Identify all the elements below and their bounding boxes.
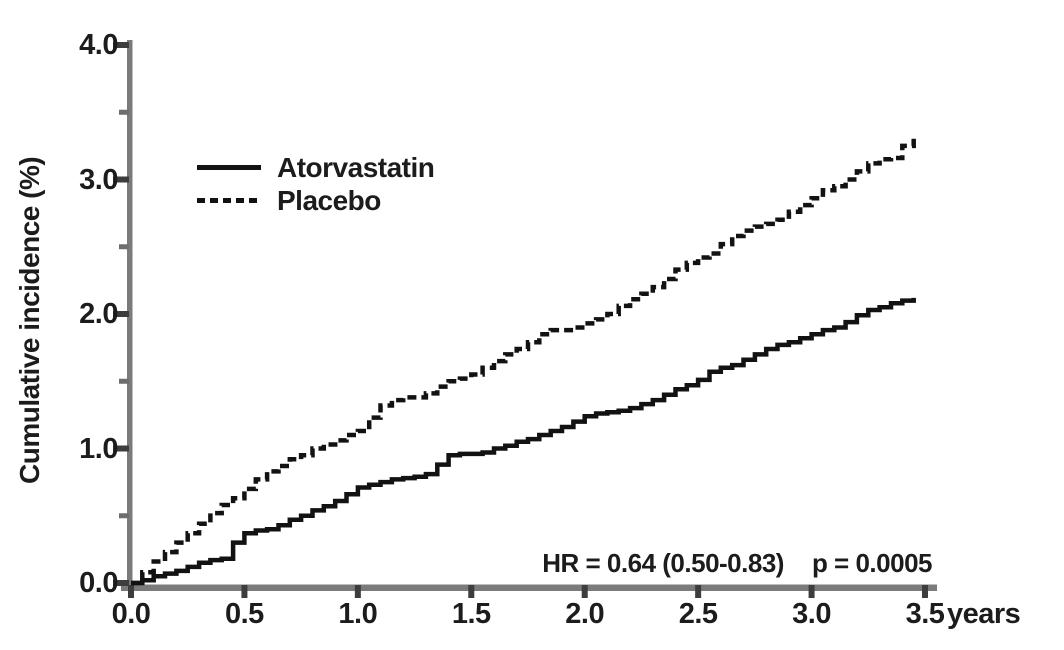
y-major-tick: [113, 42, 129, 48]
legend-item-placebo: Placebo: [197, 184, 434, 217]
p-value-text: p = 0.0005: [811, 548, 933, 578]
x-tick: [354, 585, 361, 598]
y-tick-label: 2.0: [79, 298, 118, 330]
x-tick: [808, 585, 815, 598]
x-tick-label: 2.0: [565, 598, 605, 630]
y-tick-label: 4.0: [79, 29, 118, 61]
y-minor-tick: [119, 244, 129, 250]
y-minor-tick: [119, 109, 129, 115]
y-axis-line: [127, 40, 133, 591]
y-tick-label: 1.0: [79, 432, 118, 465]
y-major-tick: [113, 580, 129, 586]
x-tick-label: 2.5: [678, 598, 718, 630]
x-axis-unit-label: years: [947, 598, 1021, 630]
x-tick: [128, 585, 134, 598]
y-tick-label: 3.0: [79, 163, 118, 196]
x-tick-label: 3.0: [792, 598, 831, 630]
x-tick: [695, 585, 702, 598]
y-minor-tick: [119, 513, 129, 519]
y-major-tick: [113, 176, 129, 183]
y-major-tick: [113, 445, 129, 452]
y-major-tick: [113, 311, 129, 317]
curve-placebo: [131, 135, 916, 586]
legend-label: Atorvastatin: [277, 151, 435, 183]
legend-item-atorvastatin: Atorvastatin: [197, 151, 435, 184]
x-tick-label: 1.5: [451, 598, 491, 630]
x-tick-label: 1.0: [338, 598, 378, 630]
legend-label: Placebo: [277, 184, 381, 216]
y-minor-tick: [119, 378, 129, 384]
x-tick: [581, 585, 588, 598]
legend: Atorvastatin Placebo: [197, 151, 435, 217]
statistics-annotation: HR = 0.64 (0.50-0.83) p = 0.0005: [542, 548, 932, 579]
dashed-line-sample-icon: [197, 198, 261, 203]
x-tick: [241, 585, 248, 598]
solid-line-sample-icon: [197, 165, 261, 170]
x-tick-label: 3.5: [905, 598, 945, 630]
x-tick-label: 0.5: [225, 598, 264, 630]
hazard-ratio-text: HR = 0.64 (0.50-0.83): [542, 548, 784, 578]
x-tick: [468, 585, 475, 598]
x-axis-line: [121, 584, 937, 591]
y-tick-label: 0.0: [79, 567, 118, 599]
curve-atorvastatin: [131, 297, 916, 586]
x-tick-label: 0.0: [111, 598, 151, 630]
x-tick: [922, 585, 928, 598]
